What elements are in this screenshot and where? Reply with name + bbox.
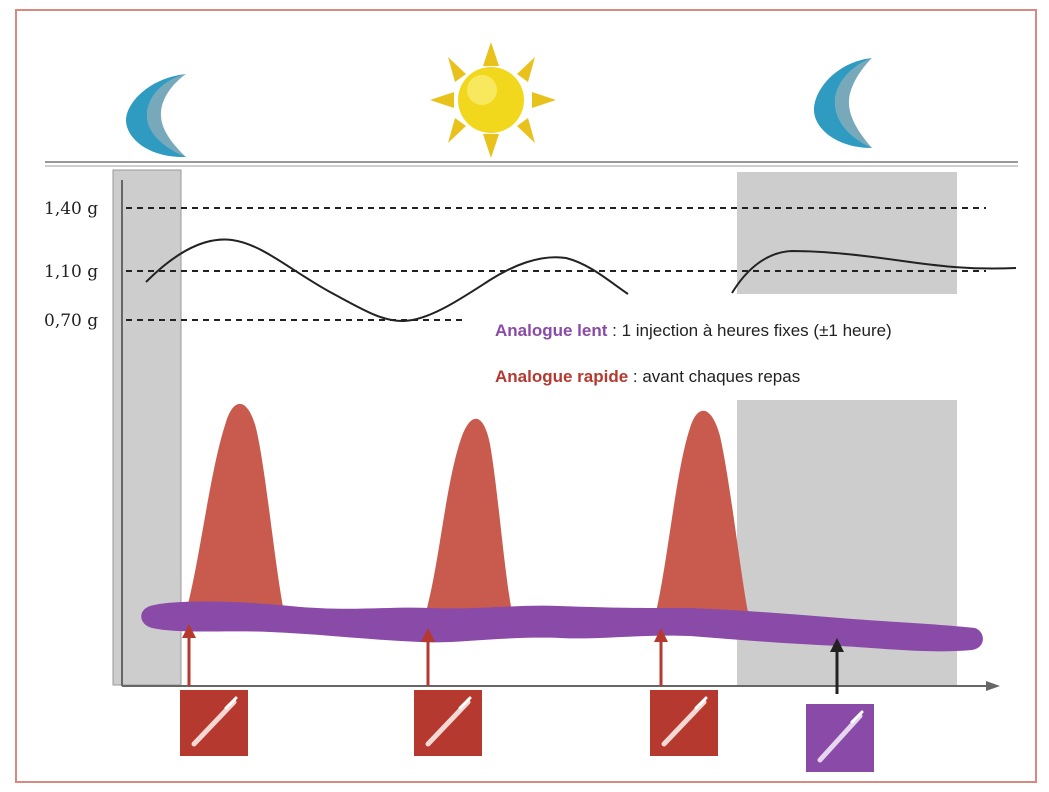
legend-rapid: Analogue rapide : avant chaques repas [495,367,800,386]
moon-left-icon [126,74,186,158]
glucose-curve-night [731,249,1017,294]
slow-insulin-band [141,601,983,652]
rapid-insulin-peak-2 [426,418,512,612]
x-axis-arrowhead [986,681,1000,691]
night-shade-left [112,169,182,686]
insulin-pen-icon-rapid-3 [650,690,718,756]
injection-arrow-3 [654,628,668,686]
glucose-curve-day [145,238,629,323]
rapid-insulin-peak-3 [656,410,748,612]
y-label-1-10: 1,10 g [44,262,98,282]
y-label-1-40: 1,40 g [44,199,98,219]
night-shade-right-top [737,172,957,294]
insulin-pen-icon-rapid-1 [180,690,248,756]
rapid-insulin-peak-1 [186,403,284,612]
legend-slow-name: Analogue lent [495,321,608,340]
legend-rapid-desc: : avant chaques repas [628,367,800,386]
legend-slow: Analogue lent : 1 injection à heures fix… [495,321,892,340]
insulin-pen-icon-rapid-2 [414,690,482,756]
insulin-pen-icon-slow [806,704,874,772]
legend-rapid-name: Analogue rapide [495,367,628,386]
sun-icon [430,42,556,158]
injection-arrow-1 [182,624,196,686]
injection-arrow-4 [830,638,844,694]
legend-slow-desc: : 1 injection à heures fixes (±1 heure) [607,321,891,340]
moon-right-icon [814,58,872,148]
y-label-0-70: 0,70 g [44,311,98,331]
injection-arrow-2 [421,628,435,686]
